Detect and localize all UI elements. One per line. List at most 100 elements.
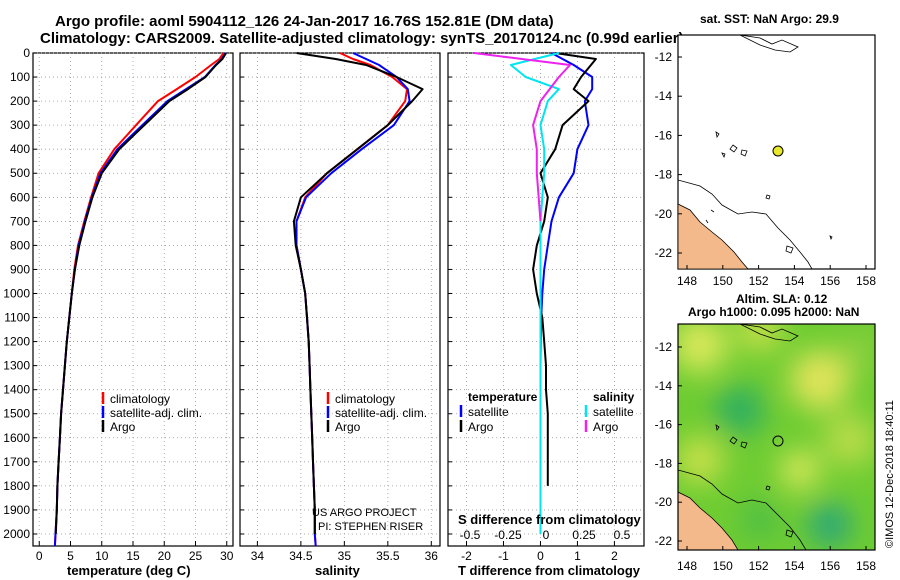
sla-blob xyxy=(716,386,764,434)
salinity-legend: climatology satellite-adj. clim. Argo xyxy=(326,392,427,434)
sst-lon-label: 156 xyxy=(820,274,840,288)
depth-tick-label: 1800 xyxy=(3,479,30,493)
sla-map-field xyxy=(678,324,875,550)
sla-lat-label: -16 xyxy=(655,418,673,432)
difference-xtick-label: -2 xyxy=(461,549,472,563)
sla-lon-label: 156 xyxy=(820,559,840,573)
legend3-salinity-head: salinity xyxy=(593,390,635,404)
temperature-xtick-label: 15 xyxy=(126,549,140,563)
sst-lat-label: -16 xyxy=(655,128,673,142)
difference-xtick-label: 0 xyxy=(537,549,544,563)
salinity-xtick-label: 36 xyxy=(425,549,439,563)
difference-top-ticks: -0.5 -0.25 0 0.25 0.5 xyxy=(460,528,631,542)
difference-x-label: T difference from climatology xyxy=(458,563,641,578)
salinity-panel: 34 34.5 35 35.5 36 salinity climatology sate… xyxy=(239,52,441,578)
sla-map-float-marker xyxy=(772,435,784,447)
salinity-series xyxy=(292,52,424,547)
depth-tick-label: 200 xyxy=(10,94,30,108)
sst-lat-label: -14 xyxy=(655,89,673,103)
sst-map-land xyxy=(678,203,749,269)
sst-map-png-coast xyxy=(739,35,799,53)
sla-lat-label: -14 xyxy=(655,379,673,393)
depth-tick-label: 1000 xyxy=(3,286,30,300)
depth-axis-labels: 0 100 200 300 400 500 600 700 800 900 1000 1100 1200… xyxy=(3,46,30,541)
salinity-grid xyxy=(240,52,440,546)
difference-legend: temperature satellite Argo salinity sate… xyxy=(459,390,635,434)
sst-lat-label: -18 xyxy=(655,168,673,182)
sla-blob xyxy=(678,436,724,484)
legend3-s-satellite: satellite xyxy=(593,405,634,419)
salinity-panel-frame xyxy=(239,52,441,547)
legend2-argo: Argo xyxy=(335,420,361,434)
depth-tick-label: 1400 xyxy=(3,383,30,397)
sla-blob xyxy=(842,332,875,368)
temperature-xtick-label: 25 xyxy=(189,549,203,563)
depth-tick-label: 1300 xyxy=(3,359,30,373)
legend1-satellite: satellite-adj. clim. xyxy=(110,406,202,420)
sst-lat-label: -20 xyxy=(655,207,673,221)
temperature-xtick-label: 5 xyxy=(67,549,74,563)
temperature-xtick-label: 10 xyxy=(95,549,109,563)
sla-map-islands xyxy=(715,424,794,538)
sla-blob xyxy=(742,502,778,538)
sla-lon-label: 150 xyxy=(713,559,733,573)
credit-project: US ARGO PROJECT xyxy=(312,507,417,519)
sla-blob xyxy=(780,450,820,490)
sla-map-land xyxy=(678,491,739,550)
depth-tick-label: 1700 xyxy=(3,455,30,469)
sst-map-title: sat. SST: NaN Argo: 29.9 xyxy=(700,12,839,26)
figure-title-line2: Climatology: CARS2009. Satellite-adjuste… xyxy=(40,30,684,47)
temperature-series-argo xyxy=(54,52,227,535)
legend3-t-satellite: satellite xyxy=(468,405,509,419)
credit-pi: PI: STEPHEN RISER xyxy=(318,521,423,533)
temperature-series-satellite-adj-clim xyxy=(53,52,227,547)
salinity-x-label: salinity xyxy=(315,563,361,578)
salinity-series-argo xyxy=(292,52,424,534)
temperature-xtick-label: 30 xyxy=(220,549,234,563)
sla-blob xyxy=(790,350,850,410)
difference-top-tick-label: 0 xyxy=(543,528,550,542)
sla-map: Altim. SLA: 0.12 Argo h1000: 0.095 h2000… xyxy=(655,292,877,573)
depth-tick-label: 1100 xyxy=(4,311,30,325)
difference-grid xyxy=(448,52,644,546)
legend1-argo: Argo xyxy=(110,420,136,434)
depth-tick-label: 1200 xyxy=(3,335,30,349)
figure-title-line1: Argo profile: aoml 5904112_126 24-Jan-20… xyxy=(55,13,554,30)
depth-tick-label: 800 xyxy=(10,238,30,252)
temperature-grid xyxy=(33,52,233,546)
difference-top-axis-label: S difference from climatology xyxy=(458,512,642,527)
sla-map-reef-edge xyxy=(678,469,807,550)
sst-lat-label: -22 xyxy=(655,246,673,260)
depth-tick-label: 1500 xyxy=(3,407,30,421)
difference-xtick-label: 1 xyxy=(574,549,581,563)
salinity-xtick-label: 35 xyxy=(338,549,352,563)
temperature-legend: climatology satellite-adj. clim. Argo xyxy=(101,392,202,434)
sla-blob xyxy=(678,324,728,373)
difference-top-tick-label: -0.25 xyxy=(494,528,522,542)
sla-lat-label: -12 xyxy=(655,340,673,354)
sla-map-title-line2: Argo h1000: 0.095 h2000: NaN xyxy=(688,305,859,319)
sla-blob xyxy=(738,324,782,352)
salinity-xtick-label: 35.5 xyxy=(376,549,400,563)
temperature-panel-frame xyxy=(32,52,234,547)
sla-map-title-line1: Altim. SLA: 0.12 xyxy=(736,292,828,306)
difference-series-salinity-argo xyxy=(473,52,571,222)
sst-lon-label: 150 xyxy=(713,274,733,288)
depth-tick-label: 400 xyxy=(10,142,30,156)
legend1-climatology: climatology xyxy=(110,392,170,406)
legend2-satellite: satellite-adj. clim. xyxy=(335,406,427,420)
sla-blob xyxy=(808,503,852,547)
sst-lon-label: 158 xyxy=(856,274,876,288)
sst-map-float-marker xyxy=(772,145,784,157)
sla-lon-label: 158 xyxy=(856,559,876,573)
salinity-xtick-label: 34 xyxy=(251,549,265,563)
depth-tick-label: 600 xyxy=(10,190,30,204)
difference-xtick-label: 2 xyxy=(611,549,618,563)
sst-map-islands xyxy=(705,131,833,254)
sla-lat-label: -20 xyxy=(655,495,673,509)
salinity-xtick-label: 34.5 xyxy=(289,549,313,563)
sla-lon-label: 154 xyxy=(784,559,804,573)
difference-series xyxy=(473,52,597,534)
difference-panel: -2 -1 0 1 2 -0.5 -0.25 0 0.25 0.5 T difference f… xyxy=(447,52,645,578)
